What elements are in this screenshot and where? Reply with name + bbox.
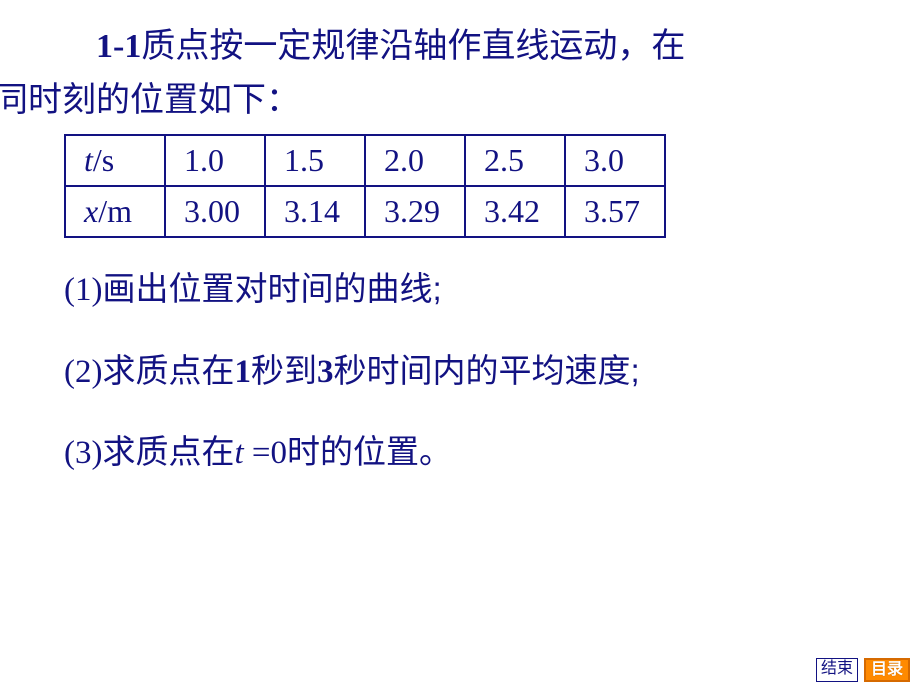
cell-t: 1.5 — [265, 135, 365, 186]
problem-text-1: 质点按一定规律沿轴作直线运动，在 — [141, 27, 685, 65]
cell-x: 3.57 — [565, 186, 665, 237]
footer-nav: 结束 目录 — [816, 658, 910, 682]
end-button[interactable]: 结束 — [816, 658, 858, 682]
problem-statement: 1-1质点按一定规律沿轴作直线运动，在 不同时刻的位置如下： — [28, 20, 892, 126]
question-3: (3)求质点在t =0时的位置。 — [64, 427, 892, 479]
question-1: (1)画出位置对时间的曲线; — [64, 264, 892, 316]
table-row: t/s 1.0 1.5 2.0 2.5 3.0 — [65, 135, 665, 186]
problem-number: 1-1 — [96, 28, 141, 65]
question-2: (2)求质点在1秒到3秒时间内的平均速度; — [64, 346, 892, 398]
cell-t: 3.0 — [565, 135, 665, 186]
questions: (1)画出位置对时间的曲线; (2)求质点在1秒到3秒时间内的平均速度; (3)… — [64, 264, 892, 479]
row-header-position: x/m — [65, 186, 165, 237]
row-header-time: t/s — [65, 135, 165, 186]
cell-x: 3.00 — [165, 186, 265, 237]
data-table: t/s 1.0 1.5 2.0 2.5 3.0 x/m 3.00 3.14 3.… — [64, 134, 666, 238]
table-row: x/m 3.00 3.14 3.29 3.42 3.57 — [65, 186, 665, 237]
problem-text-2: 不同时刻的位置如下： — [0, 81, 300, 119]
cell-t: 1.0 — [165, 135, 265, 186]
cell-t: 2.5 — [465, 135, 565, 186]
cell-t: 2.0 — [365, 135, 465, 186]
toc-button[interactable]: 目录 — [864, 658, 910, 682]
cell-x: 3.42 — [465, 186, 565, 237]
cell-x: 3.29 — [365, 186, 465, 237]
slide: 1-1质点按一定规律沿轴作直线运动，在 不同时刻的位置如下： t/s 1.0 1… — [0, 0, 920, 690]
cell-x: 3.14 — [265, 186, 365, 237]
